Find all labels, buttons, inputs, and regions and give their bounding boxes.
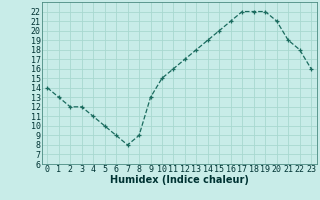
X-axis label: Humidex (Indice chaleur): Humidex (Indice chaleur) [110,175,249,185]
